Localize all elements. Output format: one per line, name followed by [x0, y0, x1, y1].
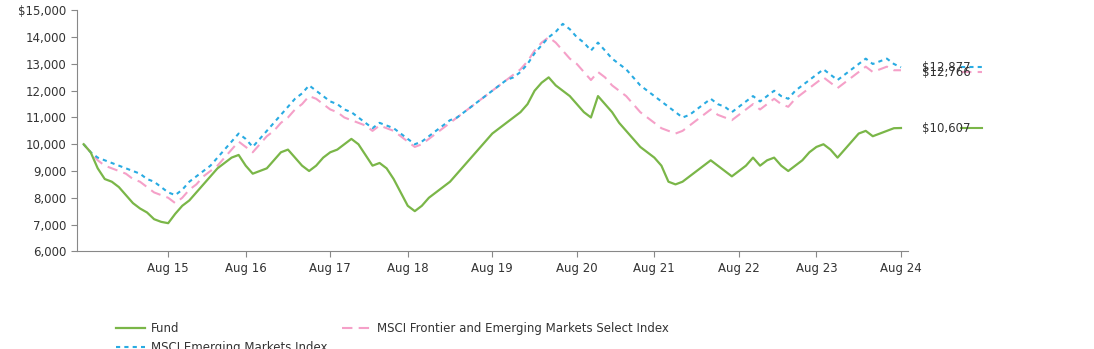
Text: $12,766: $12,766: [922, 66, 970, 79]
Text: $10,607: $10,607: [922, 121, 970, 134]
Text: $12,877: $12,877: [922, 61, 970, 74]
Legend: Fund, MSCI Emerging Markets Index, MSCI Frontier and Emerging Markets Select Ind: Fund, MSCI Emerging Markets Index, MSCI …: [112, 317, 674, 349]
